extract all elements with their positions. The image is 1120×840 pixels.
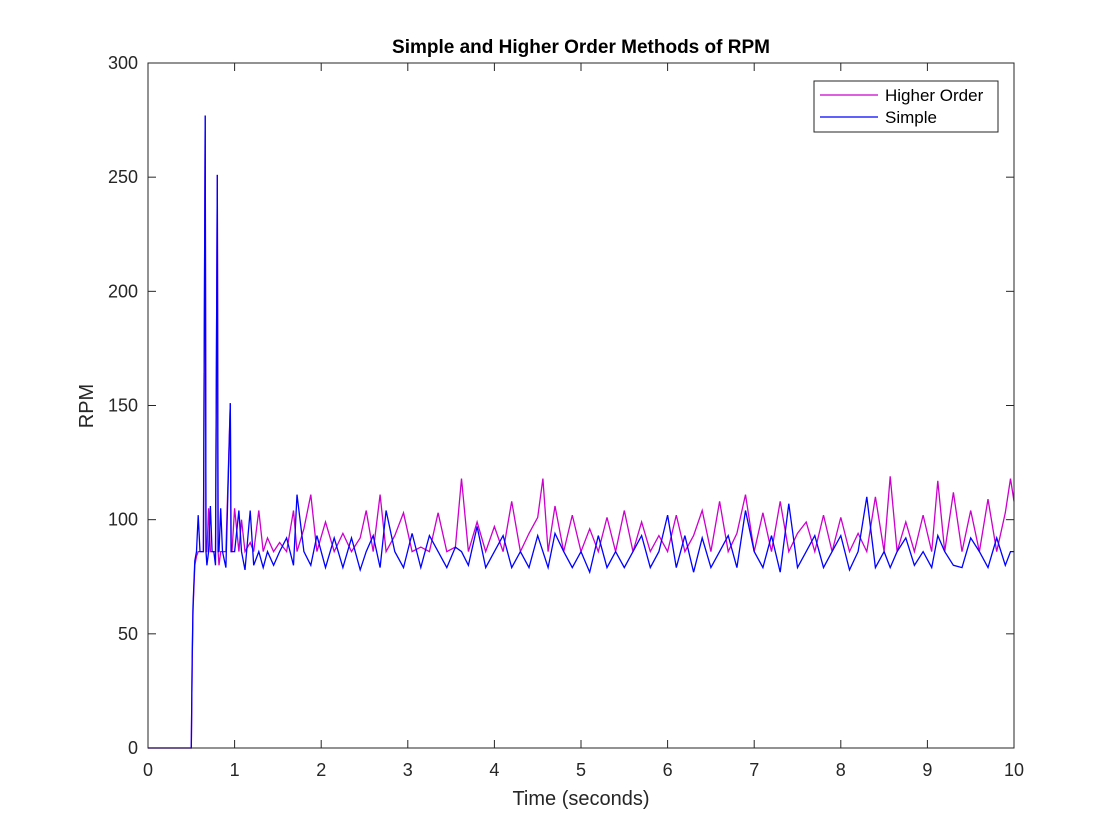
y-tick-label: 100: [108, 510, 138, 530]
y-tick-label: 50: [118, 624, 138, 644]
y-tick-label: 200: [108, 281, 138, 301]
x-tick-label: 1: [230, 760, 240, 780]
x-tick-label: 7: [749, 760, 759, 780]
x-tick-label: 10: [1004, 760, 1024, 780]
series-layer: [148, 115, 1015, 749]
legend-label-higher-order: Higher Order: [885, 86, 984, 105]
legend-label-simple: Simple: [885, 108, 937, 127]
x-tick-label: 0: [143, 760, 153, 780]
y-tick-label: 0: [128, 738, 138, 758]
y-tick-label: 150: [108, 396, 138, 416]
legend-box: [813, 80, 999, 133]
x-axis-label: Time (seconds): [512, 788, 649, 810]
chart-title: Simple and Higher Order Methods of RPM: [392, 37, 770, 58]
plot-area: [148, 63, 1014, 748]
y-axis-label: RPM: [76, 384, 98, 428]
x-tick-label: 6: [663, 760, 673, 780]
x-tick-label: 2: [316, 760, 326, 780]
series-line-simple: [148, 115, 1014, 749]
y-tick-label: 250: [108, 167, 138, 187]
x-tick-label: 5: [576, 760, 586, 780]
series-line-higher-order: [148, 115, 1015, 749]
x-tick-label: 9: [922, 760, 932, 780]
y-tick-label: 300: [108, 53, 138, 73]
x-tick-label: 8: [836, 760, 846, 780]
legend: Higher Order Simple: [813, 80, 999, 133]
x-tick-label: 4: [489, 760, 499, 780]
x-tick-label: 3: [403, 760, 413, 780]
